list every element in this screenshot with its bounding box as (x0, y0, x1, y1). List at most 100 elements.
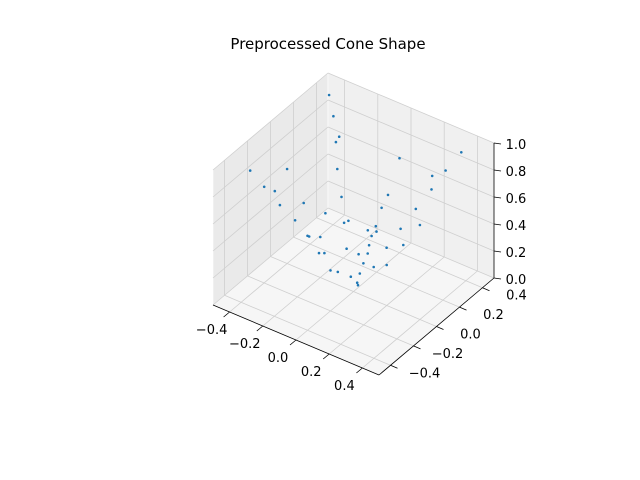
y-tick-mark (482, 287, 490, 292)
data-point (273, 189, 277, 193)
data-point (370, 234, 373, 238)
y-tick-mark (390, 364, 398, 369)
data-point (317, 251, 321, 255)
data-point (302, 201, 306, 205)
data-point (355, 281, 359, 285)
data-point (414, 207, 418, 211)
z-tick-label: 0.2 (506, 246, 527, 261)
z-gridline-left (212, 126, 329, 225)
z-gridline-back (327, 126, 495, 198)
data-point (248, 169, 252, 172)
y-gridline-floor (293, 236, 460, 308)
data-point (385, 246, 388, 249)
y-tick-label: 0.4 (506, 289, 527, 304)
data-point (398, 156, 401, 160)
z-gridline-back (327, 180, 495, 252)
data-point (336, 167, 339, 171)
data-point (319, 235, 322, 239)
data-point (336, 270, 340, 274)
data-point (356, 283, 360, 287)
y-tick-label: 0.0 (460, 328, 481, 343)
z-tick-label: 0.6 (506, 192, 527, 207)
x-tick-label: −0.4 (196, 323, 228, 338)
data-point (342, 221, 346, 225)
x-tick-label: 0.4 (334, 379, 355, 394)
data-point (332, 114, 335, 118)
data-point (385, 263, 389, 267)
z-tick-label: 1.0 (506, 138, 527, 153)
data-point (262, 185, 266, 189)
data-point (306, 234, 309, 238)
x-tick-label: 0.2 (301, 365, 322, 380)
x-tick-mark (322, 353, 330, 360)
data-point (293, 219, 297, 222)
data-point (460, 151, 463, 154)
data-point (327, 93, 331, 97)
z-tick-mark (493, 223, 502, 226)
x-tick-label: 0.0 (268, 351, 289, 366)
y-tick-label: −0.2 (432, 347, 464, 362)
z-gridline-back (327, 153, 495, 225)
x-tick-mark (223, 311, 230, 318)
z-tick-label: 0.0 (506, 273, 527, 288)
data-point (418, 223, 422, 227)
y-gridline-floor (270, 256, 437, 327)
data-point (366, 252, 370, 255)
z-tick-mark (493, 196, 502, 199)
z-tick-mark (493, 250, 502, 253)
z-gridline-left (212, 180, 329, 279)
z-gridline-back (327, 99, 495, 171)
data-point (367, 243, 371, 247)
data-point (380, 206, 383, 210)
data-point (349, 275, 353, 279)
data-point (357, 252, 360, 256)
y-gridline-floor (224, 294, 391, 366)
x-tick-label: −0.2 (229, 337, 261, 352)
z-gridline-left (212, 99, 329, 198)
data-point (366, 229, 370, 232)
data-point (372, 265, 376, 269)
z-tick-mark (493, 277, 502, 280)
y-tick-label: 0.2 (483, 308, 504, 323)
z-gridline-back (327, 72, 495, 144)
data-point (375, 230, 378, 233)
data-point (386, 193, 390, 197)
y-tick-mark (459, 306, 467, 311)
y-tick-label: −0.4 (409, 366, 441, 381)
z-tick-mark (493, 169, 502, 172)
x-tick-mark (289, 339, 297, 346)
data-point (323, 251, 326, 255)
data-point (324, 211, 327, 215)
y-gridline-floor (316, 217, 483, 289)
z-tick-mark (493, 142, 502, 145)
chart-title: Preprocessed Cone Shape (230, 35, 425, 53)
z-tick-label: 0.8 (506, 165, 527, 180)
y-tick-mark (413, 345, 421, 350)
data-point (337, 135, 341, 138)
z-gridline-left (212, 72, 329, 171)
data-point (430, 174, 434, 178)
data-point (340, 195, 343, 199)
data-point (374, 224, 378, 228)
data-point (430, 188, 433, 191)
data-point (285, 167, 289, 171)
x-tick-mark (356, 367, 363, 374)
data-point (362, 262, 365, 265)
x-tick-mark (256, 325, 264, 332)
data-point (444, 169, 447, 172)
z-gridline-back (327, 207, 495, 279)
data-point (402, 243, 405, 247)
z-gridline-left (212, 207, 329, 306)
z-tick-label: 0.4 (506, 219, 527, 234)
y-gridline-floor (247, 275, 414, 347)
z-gridline-left (212, 153, 329, 252)
data-point (358, 272, 362, 275)
data-point (278, 203, 282, 207)
data-point (347, 219, 350, 223)
data-point (329, 269, 332, 272)
data-point (334, 140, 338, 144)
data-point (345, 247, 348, 250)
data-point (399, 227, 402, 231)
